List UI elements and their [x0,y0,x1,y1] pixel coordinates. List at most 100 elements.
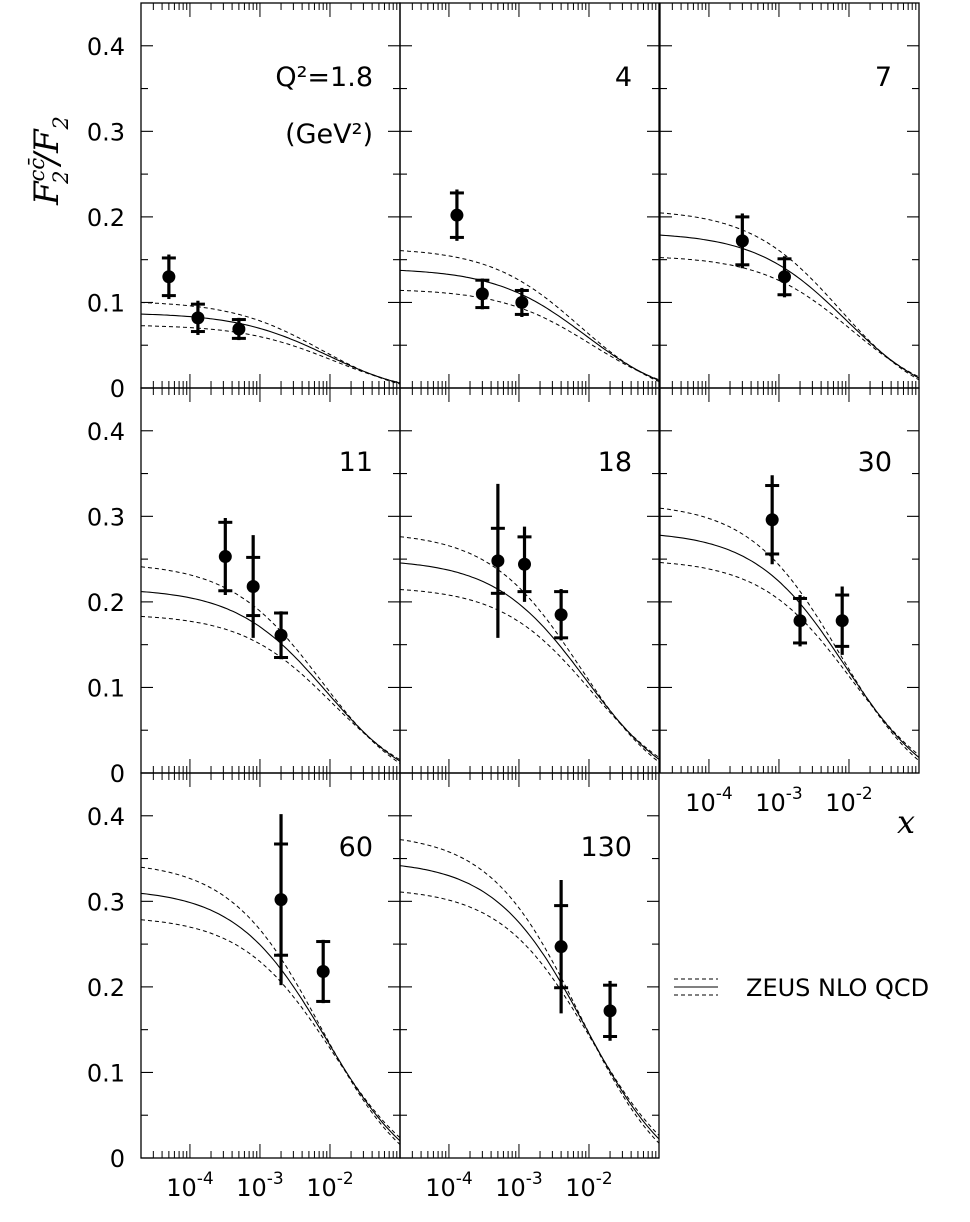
panel-frame [399,2,660,389]
qcd-lower-band-curve [399,289,660,381]
y-tick-label: 0.1 [87,289,125,317]
y-tick-label: 0.2 [87,589,125,617]
y-tick-label: 0.3 [87,503,125,531]
data-point [475,287,489,301]
q2-label: 4 [615,62,632,93]
panel-frame [399,387,660,774]
y-tick-label: 0 [110,1145,125,1173]
panel-frame [140,387,401,774]
q2-label: 60 [339,832,373,863]
qcd-central-curve [659,234,920,379]
data-point [515,295,529,309]
y-tick-label: 0.1 [87,1059,125,1087]
panel-frame [140,2,401,389]
q2-label: 7 [875,62,892,93]
x-tick-label: 10-3 [495,1169,543,1202]
panel-5: 18 [399,387,660,774]
legend-label: ZEUS NLO QCD [746,974,929,1002]
data-point [765,513,779,527]
qcd-lower-band-curve [399,589,660,758]
qcd-central-curve [399,865,660,1140]
y-tick-label: 0.3 [87,118,125,146]
x-tick-label: 10-3 [755,784,803,817]
data-point [778,270,792,284]
data-point [162,270,176,284]
panel-frame [659,2,920,389]
qcd-central-curve [140,892,401,1142]
data-point [450,208,464,222]
q2-label: 11 [339,447,373,478]
q2-unit-label: (GeV²) [285,119,373,150]
qcd-central-curve [140,591,401,762]
qcd-central-curve [659,534,920,758]
panel-4: 0 0.1 0.2 0.3 0.4 11 [87,387,401,788]
y-tick-label: 0.2 [87,204,125,232]
qcd-upper-band-curve [140,302,401,385]
qcd-upper-band-curve [399,839,660,1144]
panel-7: 0 0.1 0.2 0.3 0.4 10-4 10-3 10-2 60 [87,772,401,1202]
y-tick-label: 0.3 [87,888,125,916]
qcd-lower-band-curve [659,562,920,756]
data-point [835,614,849,628]
qcd-lower-band-curve [140,615,401,761]
x-tick-label: 10-4 [166,1169,214,1202]
q2-label: 130 [580,832,632,863]
panels: 0 0.1 0.2 0.3 0.4 Q²=1.8 (GeV²) 4 7 0 0.1 0.2 0.3 0.4… [87,2,920,1222]
data-point [793,614,807,628]
data-point [246,579,260,593]
qcd-upper-band-curve [659,212,920,381]
data-point [191,311,205,325]
qcd-upper-band-curve [140,566,401,764]
data-point [274,628,288,642]
q2-label: 30 [858,447,892,478]
data-point [218,550,232,564]
data-point [518,557,532,571]
panel-8: 10-4 10-3 10-2 x 130 [399,772,660,1222]
qcd-lower-band-curve [659,257,920,378]
data-point [735,234,749,248]
y-tick-label: 0 [110,375,125,403]
x-tick-label: 10-4 [685,784,733,817]
x-tick-label: 10-2 [306,1169,354,1202]
qcd-upper-band-curve [659,507,920,762]
qcd-lower-band-curve [140,325,401,384]
panel-3: 7 [659,2,920,389]
panel-frame [140,772,401,1159]
qcd-lower-band-curve [399,891,660,1136]
data-point [316,964,330,978]
y-tick-label: 0.4 [87,418,125,446]
x-tick-label: 10-2 [825,784,873,817]
panel-frame [659,387,920,774]
x-tick-label: 10-2 [565,1169,613,1202]
qcd-upper-band-curve [399,536,660,763]
qcd-central-curve [399,269,660,381]
y-tick-label: 0.2 [87,974,125,1002]
legend: ZEUS NLO QCD [674,974,929,1002]
x-tick-label: 10-3 [236,1169,284,1202]
data-point [554,940,568,954]
q2-label: Q²=1.8 [275,62,373,93]
data-point [232,322,246,336]
data-point [491,554,505,568]
y-tick-label: 0 [110,760,125,788]
y-tick-label: 0.4 [87,803,125,831]
x-axis-label: x [897,803,915,841]
x-axis-label: x [637,1212,655,1222]
y-tick-label: 0.4 [87,33,125,61]
panel-1: 0 0.1 0.2 0.3 0.4 Q²=1.8 (GeV²) [87,2,401,403]
y-axis-label: Fcc̄2/F2 [25,116,73,206]
data-point [603,1004,617,1018]
q2-label: 18 [598,447,632,478]
y-tick-label: 0.1 [87,674,125,702]
qcd-lower-band-curve [140,919,401,1139]
qcd-upper-band-curve [140,866,401,1145]
x-tick-label: 10-4 [425,1169,473,1202]
data-point [274,893,288,907]
panel-6: 10-4 10-3 10-2 x 30 [659,387,920,841]
panel-frame [399,772,660,1159]
panel-2: 4 [399,2,660,389]
qcd-central-curve [140,313,401,384]
qcd-upper-band-curve [399,250,660,383]
data-point [554,608,568,622]
